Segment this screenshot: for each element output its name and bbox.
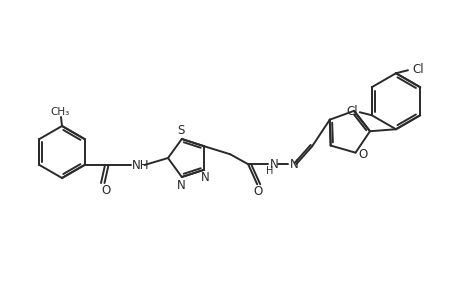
Text: N: N [201,171,209,184]
Text: Cl: Cl [345,105,357,118]
Text: O: O [357,148,366,161]
Text: N: N [176,178,185,191]
Text: N: N [269,158,278,171]
Text: CH₃: CH₃ [50,107,69,117]
Text: NH: NH [131,158,149,172]
Text: H: H [266,166,273,176]
Text: O: O [253,185,262,198]
Text: N: N [290,158,298,171]
Text: O: O [101,184,110,196]
Text: Cl: Cl [411,63,423,76]
Text: S: S [177,124,184,137]
